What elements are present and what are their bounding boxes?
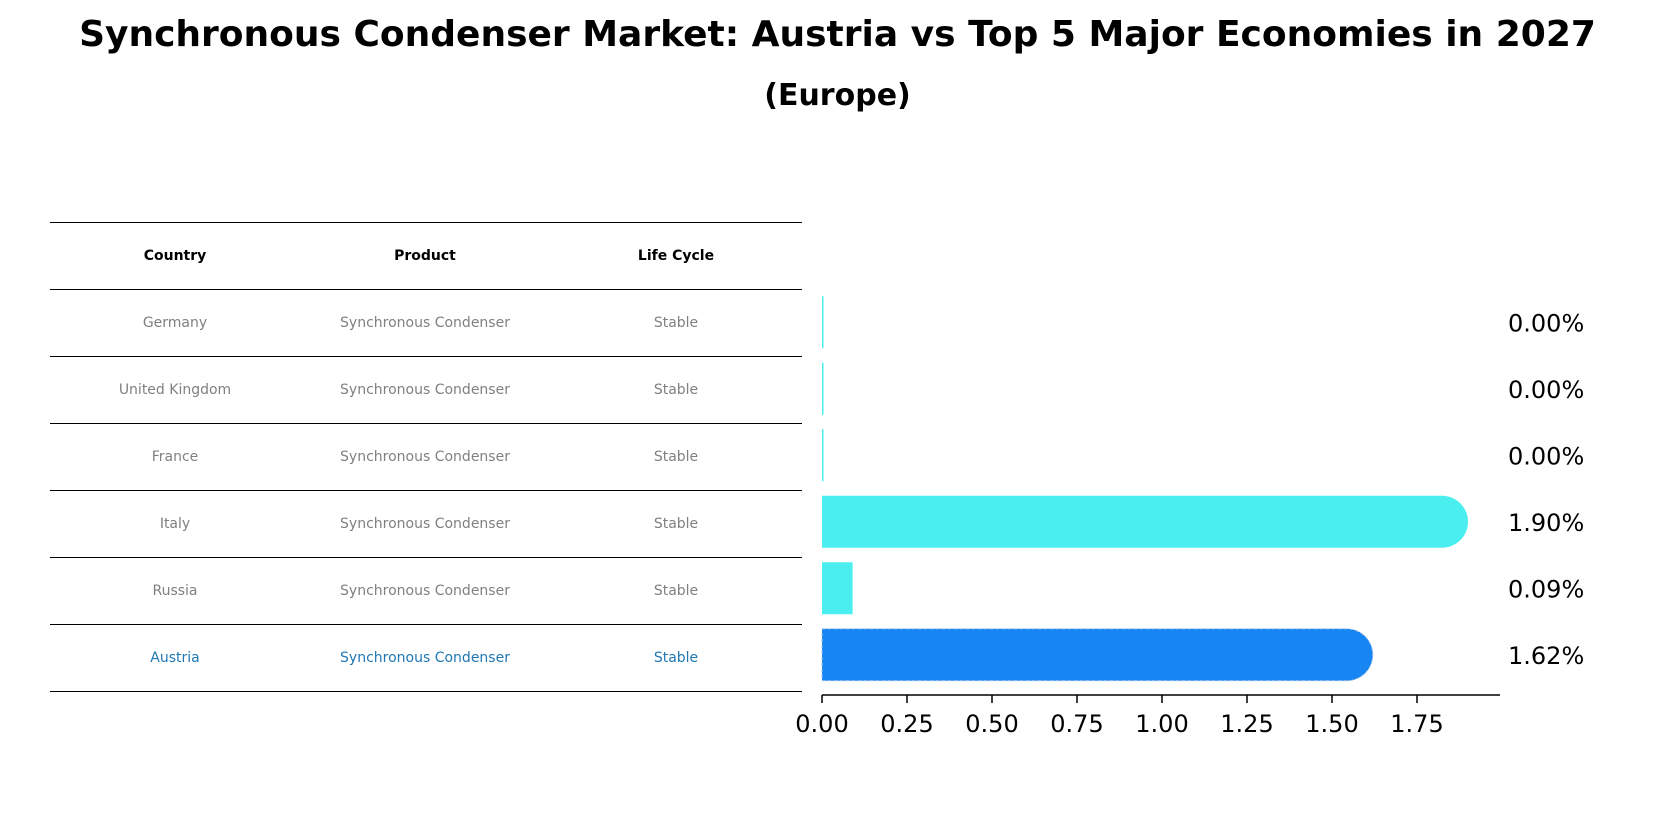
- x-axis-tick-label: 0.25: [880, 710, 933, 738]
- cell-life-cycle: Stable: [653, 516, 699, 532]
- cell-life-cycle: Stable: [653, 315, 699, 331]
- cell-country: Germany: [142, 315, 208, 331]
- bar: [822, 495, 1468, 548]
- cell-country: Russia: [152, 583, 198, 599]
- bar: [822, 362, 824, 415]
- bar-value-label: 1.90%: [1508, 509, 1584, 537]
- cell-product: Synchronous Condenser: [340, 516, 510, 532]
- cell-country: Austria: [150, 650, 200, 666]
- table-row: France Synchronous Condenser Stable: [50, 423, 802, 490]
- data-table: Country Product Life Cycle Germany Synch…: [50, 222, 802, 692]
- table-row: Russia Synchronous Condenser Stable: [50, 557, 802, 624]
- bar-value-label: 0.09%: [1508, 575, 1584, 603]
- cell-product: Synchronous Condenser: [340, 583, 510, 599]
- x-axis-tick-label: 0.00: [795, 710, 848, 738]
- cell-life-cycle: Stable: [653, 449, 699, 465]
- table-row-highlighted: Austria Synchronous Condenser Stable: [50, 624, 802, 692]
- header-life-cycle: Life Cycle: [637, 248, 715, 264]
- bar-value-label: 0.00%: [1508, 442, 1584, 470]
- cell-country: France: [151, 449, 199, 465]
- header-country: Country: [143, 248, 207, 264]
- x-axis-tick-label: 1.00: [1135, 710, 1188, 738]
- table-row: Italy Synchronous Condenser Stable: [50, 490, 802, 557]
- cell-product: Synchronous Condenser: [340, 382, 510, 398]
- bar: [822, 562, 853, 615]
- bar-value-label: 1.62%: [1508, 642, 1584, 670]
- x-axis-tick-label: 0.50: [965, 710, 1018, 738]
- cell-country: United Kingdom: [118, 382, 232, 398]
- bar-value-label: 0.00%: [1508, 309, 1584, 337]
- cell-life-cycle: Stable: [653, 382, 699, 398]
- x-axis-tick-label: 1.50: [1305, 710, 1358, 738]
- table-header-row: Country Product Life Cycle: [50, 222, 802, 289]
- bar: [821, 628, 1374, 682]
- cell-life-cycle: Stable: [653, 650, 699, 666]
- header-product: Product: [394, 248, 456, 264]
- chart-title: Synchronous Condenser Market: Austria vs…: [79, 14, 1596, 55]
- cell-product: Synchronous Condenser: [340, 449, 510, 465]
- x-axis-tick-label: 0.75: [1050, 710, 1103, 738]
- cell-product: Synchronous Condenser: [340, 315, 510, 331]
- cell-life-cycle: Stable: [653, 583, 699, 599]
- x-axis-tick-label: 1.75: [1390, 710, 1443, 738]
- bar: [822, 429, 824, 482]
- table-row: Germany Synchronous Condenser Stable: [50, 289, 802, 356]
- cell-country: Italy: [159, 516, 191, 532]
- table-row: United Kingdom Synchronous Condenser Sta…: [50, 356, 802, 423]
- chart-subtitle: (Europe): [764, 78, 911, 113]
- bar-value-label: 0.00%: [1508, 376, 1584, 404]
- x-axis-tick-label: 1.25: [1220, 710, 1273, 738]
- cell-product: Synchronous Condenser: [340, 650, 510, 666]
- bar: [822, 296, 824, 349]
